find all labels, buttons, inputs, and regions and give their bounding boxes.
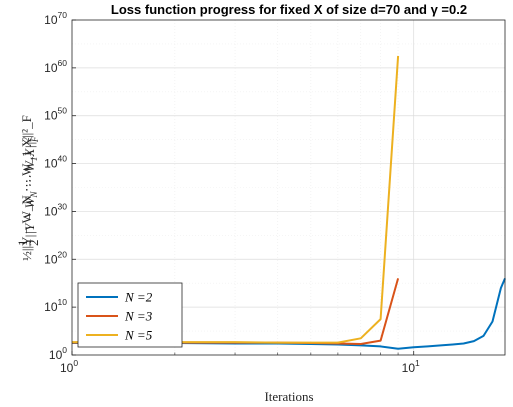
chart-title: Loss function progress for fixed X of si…	[111, 2, 467, 17]
plot-frame	[71, 19, 506, 356]
y-tick-label: 1010	[44, 297, 67, 314]
y-tick-label: 1050	[44, 106, 67, 123]
y-tick-label: 1060	[44, 58, 67, 75]
series-line-3	[72, 55, 400, 344]
x-tick-label: 100	[60, 358, 78, 375]
legend-label-3: N =5	[124, 328, 153, 343]
legend-label-2: N =3	[124, 309, 153, 324]
y-axis-label-text: ½||Y − W_N ⋯ W_1 X||²_F	[19, 115, 34, 261]
tick-layer: 100 1010 1020 1030 1040 1050 1060 1070 100 101	[44, 10, 420, 375]
x-axis-label: Iterations	[264, 389, 313, 404]
y-tick-label: 100	[49, 345, 67, 362]
y-label-half-den: 2	[26, 240, 41, 247]
grid	[72, 20, 505, 355]
y-label-half: 1	[15, 240, 30, 247]
x-tick-label: 101	[402, 358, 420, 375]
y-axis-label-render: 1 2 ||Y − WN ⋯ W1X||2F	[15, 136, 41, 247]
y-tick-label: 1030	[44, 201, 67, 218]
y-tick-label: 1020	[44, 249, 67, 266]
y-tick-label: 1070	[44, 10, 67, 27]
legend-label-1: N =2	[124, 290, 153, 305]
legend: N =2 N =3 N =5	[77, 282, 183, 348]
y-axis-label: ½||Y − W_N ⋯ W_1 X||²_F 1 2 ||Y − WN ⋯ W…	[15, 115, 41, 261]
series-layer	[72, 55, 506, 350]
y-label-body: ||Y − WN ⋯ W1X||2F	[21, 136, 40, 238]
y-tick-label: 1040	[44, 154, 67, 171]
